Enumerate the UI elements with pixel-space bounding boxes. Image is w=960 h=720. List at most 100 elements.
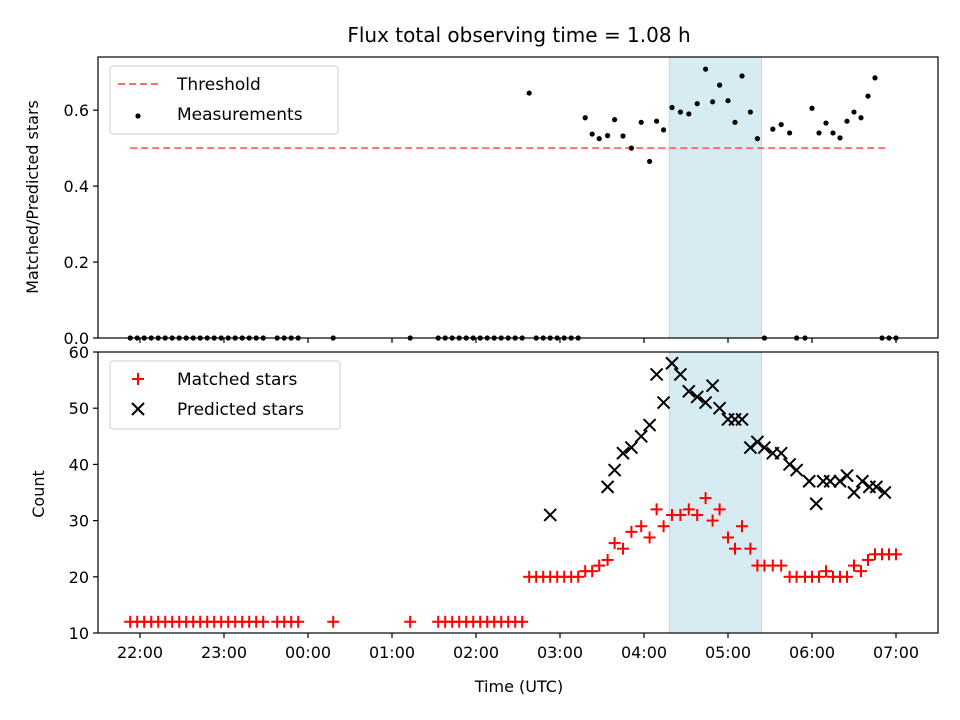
data-point-measurements xyxy=(628,145,635,151)
x-tick-label: 02:00 xyxy=(453,643,499,662)
cross-b xyxy=(878,485,892,500)
data-point-measurements xyxy=(620,133,626,139)
cross-b xyxy=(642,418,657,432)
data-point-matched-stars xyxy=(617,542,629,555)
data-point-measurements xyxy=(582,115,588,121)
top-panel: 0.0 0.2 0.4 0.6 Threshold Measurements xyxy=(64,56,939,348)
data-point-matched-stars xyxy=(586,565,599,578)
data-point-matched-stars xyxy=(682,503,695,516)
data-point-matched-stars xyxy=(813,570,825,583)
cross-b xyxy=(750,435,765,449)
data-point-predicted-stars xyxy=(802,474,816,488)
data-point-measurements xyxy=(747,109,754,115)
data-point-matched-stars xyxy=(820,565,832,578)
cross-b xyxy=(634,429,648,444)
data-point-matched-stars xyxy=(404,615,417,628)
data-point-measurements xyxy=(725,98,731,104)
data-point-matched-stars xyxy=(635,520,648,533)
cross-b xyxy=(782,457,797,472)
data-point-measurements xyxy=(754,136,761,142)
data-point-measurements xyxy=(717,82,723,88)
cross-b xyxy=(802,474,816,488)
y-tick-label-bottom: 20 xyxy=(69,568,89,587)
data-point-measurements xyxy=(647,158,653,165)
y-tick-label-top: 0.2 xyxy=(64,253,89,272)
data-point-predicted-stars xyxy=(878,485,892,500)
bottom-panel: 10 20 30 40 50 60 22:00 23:00 00:00 01:00 02:00 03:… xyxy=(69,343,939,662)
cross-b xyxy=(855,474,870,488)
cross-b xyxy=(656,395,671,410)
cross-b xyxy=(600,480,615,494)
data-point-matched-stars xyxy=(257,615,270,628)
y-tick-label-bottom: 50 xyxy=(69,399,89,418)
data-point-predicted-stars xyxy=(656,395,671,410)
data-point-measurements xyxy=(703,66,709,72)
y-tick-label-bottom: 30 xyxy=(69,512,89,531)
data-point-matched-stars xyxy=(744,542,757,555)
data-point-predicted-stars xyxy=(735,412,749,427)
legend-label-measurements: Measurements xyxy=(177,105,303,125)
data-point-predicted-stars xyxy=(616,446,630,460)
data-point-predicted-stars xyxy=(665,356,679,370)
data-point-matched-stars xyxy=(572,570,585,583)
data-point-matched-stars xyxy=(625,525,638,538)
cross-b xyxy=(869,480,884,494)
data-point-matched-stars xyxy=(855,565,867,578)
data-point-predicted-stars xyxy=(705,379,720,393)
cross-b xyxy=(774,446,788,460)
cross-b xyxy=(705,379,720,393)
data-point-predicted-stars xyxy=(847,485,861,500)
data-point-predicted-stars xyxy=(682,384,696,399)
data-point-measurements xyxy=(732,119,738,125)
data-point-matched-stars xyxy=(713,503,726,516)
legend-label-matched-stars: Matched stars xyxy=(177,370,297,390)
data-point-matched-stars xyxy=(593,559,606,572)
y-tick-label-top: 0.6 xyxy=(64,101,89,120)
data-point-measurements xyxy=(809,105,815,111)
x-tick-label: 23:00 xyxy=(201,643,247,662)
x-tick-label: 01:00 xyxy=(369,643,415,662)
data-point-matched-stars xyxy=(292,615,305,628)
y-tick-label-bottom: 40 xyxy=(69,455,89,474)
cross-b xyxy=(823,474,837,488)
x-tick-label: 05:00 xyxy=(705,643,751,662)
data-point-predicted-stars xyxy=(649,367,664,382)
cross-b xyxy=(543,508,557,522)
data-point-predicted-stars xyxy=(543,508,557,522)
data-point-measurements xyxy=(661,127,667,133)
data-point-predicted-stars xyxy=(624,440,639,455)
cross-b xyxy=(809,497,823,511)
data-point-predicted-stars xyxy=(809,497,823,511)
data-point-predicted-stars xyxy=(774,446,788,460)
data-point-predicted-stars xyxy=(869,480,884,494)
data-point-measurements xyxy=(526,90,532,96)
data-point-measurements xyxy=(830,130,836,136)
data-point-predicted-stars xyxy=(698,395,713,410)
data-point-measurements xyxy=(844,118,850,124)
data-point-predicted-stars xyxy=(673,367,688,382)
x-tick-label: 07:00 xyxy=(873,643,919,662)
x-tick-label: 03:00 xyxy=(537,643,583,662)
data-point-predicted-stars xyxy=(690,390,704,404)
axes-frame-bottom xyxy=(97,351,939,634)
data-point-measurements xyxy=(654,118,660,124)
data-point-measurements xyxy=(596,136,602,142)
data-point-predicted-stars xyxy=(607,463,622,477)
data-point-measurements xyxy=(816,130,822,136)
data-point-matched-stars xyxy=(327,615,340,628)
data-point-matched-stars xyxy=(729,542,741,555)
data-point-predicted-stars xyxy=(600,480,615,494)
data-point-measurements xyxy=(823,120,829,126)
y-tick-label-top: 0.4 xyxy=(64,177,89,196)
data-point-measurements xyxy=(677,109,684,115)
highlight-span-top xyxy=(668,56,763,339)
bottom-y-axis-label: Count xyxy=(29,470,48,518)
data-point-measurements xyxy=(710,99,716,105)
x-tick-label: 04:00 xyxy=(621,643,667,662)
data-point-matched-stars xyxy=(848,559,860,572)
data-point-measurements xyxy=(865,93,871,99)
data-point-measurements xyxy=(787,130,793,136)
cross-b xyxy=(624,440,639,455)
